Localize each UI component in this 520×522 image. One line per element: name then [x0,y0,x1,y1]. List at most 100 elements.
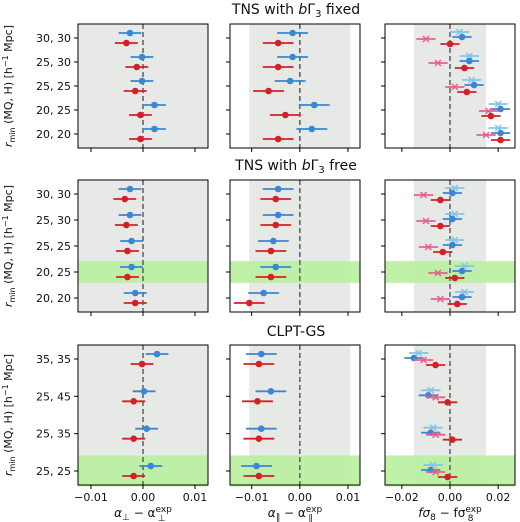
y-tick-label: 25, 25 [36,80,71,93]
point-blue [458,33,466,41]
point-red [437,196,444,204]
point-pink [419,356,428,364]
point-red [437,222,444,230]
point-red [439,248,447,256]
x-axis-label-2: fσ8 − fσexp 8 [418,505,482,522]
point-red [265,87,272,95]
y-tick-label: 25, 35 [36,428,71,441]
x-tick-label: 0.00 [131,491,156,504]
panel-2-0: 35, 35 25, 45 25, 35 25, 25−0.01 0.00 0.01 α⊥ … [36,344,209,522]
y-tick-label: 25, 25 [36,465,71,478]
point-blue [274,211,282,219]
point-blue [267,388,275,395]
row-title-2: CLPT-GS [267,324,326,340]
point-pink [434,269,442,277]
point-blue [497,129,504,137]
panel-frame [229,344,361,486]
point-blue [470,81,478,89]
x-tick-label: 0.00 [438,491,463,504]
point-blue [138,53,146,61]
point-blue [147,462,155,470]
y-tick-label: 20, 25 [36,104,71,117]
point-blue [308,125,316,133]
x-axis-label-0: α⊥ − αexp ⊥ [114,505,172,522]
point-red [461,64,468,72]
x-tick-label: 0.01 [183,491,208,504]
point-red [274,39,282,47]
point-red [497,136,504,144]
point-blue [126,29,134,37]
point-red [463,88,471,96]
point-red [274,135,282,143]
point-red [267,273,275,281]
point-pink [434,59,442,67]
point-blue [465,57,473,65]
point-blue [153,350,161,358]
point-pink [422,217,430,225]
point-red [446,40,454,48]
x-tick-label: 0.01 [336,491,361,504]
point-red [130,435,137,442]
point-blue [449,215,456,223]
y-axis-label-1: rmin (MQ, H) [h−1 Mpc] [1,185,17,307]
point-red [124,247,131,255]
point-blue [131,289,139,297]
x-tick-label: −0.01 [74,491,108,504]
point-red [444,473,451,481]
point-red [444,399,451,406]
point-red [245,299,253,307]
point-blue [449,189,456,197]
point-lblue [465,52,473,60]
x-tick-label: −0.02 [385,491,419,504]
x-axis-label-1: α∥ − αexp ∥ [268,505,323,522]
point-blue [274,185,282,193]
point-blue [128,263,135,271]
y-tick-label: 20, 20 [36,128,71,141]
point-blue [458,293,466,301]
y-tick-label: 30, 30 [36,32,71,45]
point-blue [257,425,265,432]
point-blue [286,77,294,85]
point-blue [140,388,148,395]
point-pink [432,393,440,401]
y-tick-label: 35, 35 [36,353,71,366]
y-tick-label: 20, 25 [36,266,71,279]
point-red [124,273,131,281]
point-blue [458,267,466,275]
point-red [255,435,263,442]
point-pink [451,83,459,91]
point-red [432,361,439,369]
panel-2-2: −0.02 0.00 0.02 fσ8 − fσexp 8 [381,344,516,522]
point-red [254,398,261,405]
point-blue [310,101,318,109]
point-red [274,63,282,71]
panel-2-1: −0.01 0.00 0.01 α∥ − αexp ∥ [226,344,361,522]
point-blue [260,289,268,297]
point-blue [126,211,134,219]
point-blue [289,53,296,61]
point-blue [289,29,296,37]
row-title-1: TNS with bΓ3 free [234,158,357,176]
y-axis-label-0: rmin (MQ, H) [h−1 Mpc] [1,25,17,147]
point-red [133,63,141,71]
point-red [130,472,137,480]
highlight-band [230,261,360,283]
panel-1-1 [226,179,361,316]
point-pink [436,295,444,303]
y-tick-label: 20, 20 [36,292,71,305]
point-red [453,300,461,308]
point-red [451,274,459,282]
point-blue [143,425,150,432]
panel-0-0: 30, 30 25, 30 25, 25 20, 25 20, 20 [36,23,209,152]
panel-1-2 [381,179,516,316]
point-red [138,360,146,368]
y-tick-label: 25, 30 [36,214,71,227]
point-pink [424,243,432,251]
point-red [123,39,130,47]
point-blue [270,237,277,245]
point-red [255,472,263,480]
point-pink [432,431,440,439]
point-red [449,436,456,443]
point-red [255,360,263,368]
